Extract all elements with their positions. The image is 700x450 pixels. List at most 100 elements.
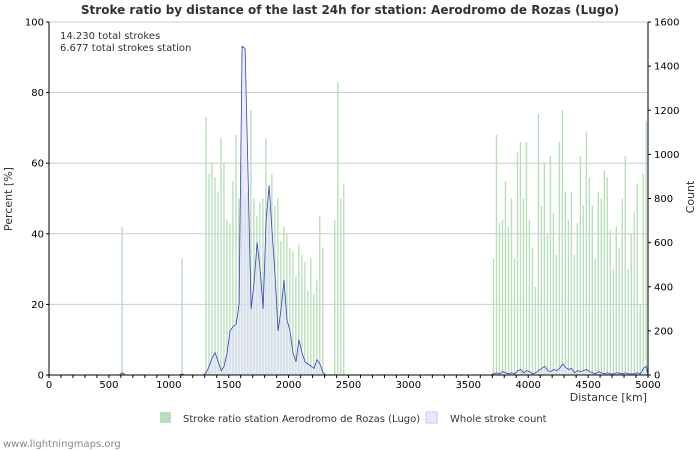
bar — [232, 180, 234, 375]
x-tick-label: 4500 — [575, 380, 600, 391]
y2-axis-label: Count — [684, 180, 697, 213]
y2-tick-label: 600 — [654, 238, 673, 249]
bar — [555, 254, 558, 375]
bar — [286, 233, 288, 375]
bar — [301, 254, 303, 375]
bar — [181, 258, 183, 375]
bar — [226, 219, 228, 375]
bar — [645, 120, 647, 375]
count-line-path — [49, 45, 649, 376]
chart-title: Stroke ratio by distance of the last 24h… — [81, 3, 619, 17]
bar — [211, 163, 213, 375]
y-tick-label: 100 — [25, 18, 44, 29]
bar — [531, 247, 534, 375]
bar — [223, 163, 225, 375]
footer-credit: www.lightningmaps.org — [3, 439, 121, 450]
bar — [543, 163, 546, 375]
bar — [552, 212, 555, 375]
bar — [528, 219, 531, 375]
bar — [582, 205, 585, 375]
bar — [591, 205, 594, 375]
y2-tick-label: 1600 — [654, 18, 679, 29]
bar — [501, 219, 504, 375]
x-tick-label: 0 — [46, 380, 52, 391]
bar — [498, 223, 501, 375]
bar — [624, 156, 626, 375]
bar — [322, 247, 324, 375]
bar — [594, 258, 597, 375]
bar — [633, 212, 635, 375]
count-area — [49, 46, 648, 376]
y2-tick-label: 0 — [654, 371, 660, 382]
bar — [316, 279, 318, 375]
bar — [289, 247, 291, 375]
legend-label-count: Whole stroke count — [450, 414, 547, 425]
count-line — [49, 45, 649, 376]
bar — [618, 247, 620, 375]
bar — [603, 170, 606, 375]
annotation-station-strokes: 6.677 total strokes station — [60, 43, 191, 54]
x-tick-label: 1500 — [216, 380, 241, 391]
x-tick-label: 5000 — [635, 380, 660, 391]
y2-tick-label: 1200 — [654, 106, 679, 117]
x-tick-label: 2500 — [336, 380, 361, 391]
y2-tick-label: 1400 — [654, 62, 679, 73]
bar — [510, 198, 513, 375]
bar — [295, 276, 297, 375]
bar — [235, 134, 237, 375]
bar — [214, 177, 216, 375]
legend-label-ratio: Stroke ratio station Aerodromo de Rozas … — [183, 414, 420, 425]
y2-tick-label: 800 — [654, 194, 673, 205]
bar — [504, 180, 507, 375]
bar — [540, 205, 543, 375]
bar — [121, 226, 123, 375]
x-tick-label: 3500 — [456, 380, 481, 391]
x-tick-label: 500 — [99, 380, 118, 391]
bar — [600, 198, 603, 375]
y-tick-label: 0 — [38, 371, 44, 382]
bar — [250, 110, 252, 375]
y2-tick-label: 1000 — [654, 150, 679, 161]
bar — [549, 156, 552, 375]
bar — [564, 191, 567, 375]
bar — [217, 191, 219, 375]
bar — [570, 191, 573, 375]
legend: Stroke ratio station Aerodromo de Rozas … — [160, 411, 547, 425]
bar — [576, 223, 579, 375]
y-tick-label: 40 — [31, 229, 44, 240]
bar — [585, 131, 588, 375]
bar — [561, 110, 564, 375]
bar — [343, 184, 345, 375]
bar — [205, 117, 207, 375]
bar — [609, 230, 612, 375]
bar — [304, 262, 306, 375]
y-tick-label: 20 — [31, 300, 44, 311]
bar — [519, 142, 522, 375]
bar — [579, 156, 582, 375]
bar — [546, 233, 549, 375]
bar — [492, 258, 495, 375]
bar — [627, 269, 629, 375]
bar — [292, 251, 294, 375]
y2-tick-label: 200 — [654, 326, 673, 337]
bar — [537, 113, 540, 375]
bar — [621, 198, 623, 375]
annotation-total-strokes: 14.230 total strokes — [60, 31, 160, 42]
bar — [588, 177, 591, 375]
bar — [220, 138, 222, 375]
x-tick-label: 4000 — [515, 380, 540, 391]
y-tick-label: 80 — [31, 88, 44, 99]
bar — [642, 173, 644, 375]
bar — [507, 226, 510, 375]
bar — [558, 142, 561, 375]
legend-swatch-ratio — [160, 412, 171, 423]
y-tick-label: 60 — [31, 159, 44, 170]
bar — [597, 191, 600, 375]
bar — [615, 226, 617, 375]
ratio-bars — [121, 82, 647, 375]
x-axis-label: Distance [km] — [570, 391, 647, 404]
bar — [229, 223, 231, 375]
x-tick-label: 3000 — [396, 380, 421, 391]
y-axis-label: Percent [%] — [2, 167, 15, 231]
bar — [612, 269, 614, 375]
